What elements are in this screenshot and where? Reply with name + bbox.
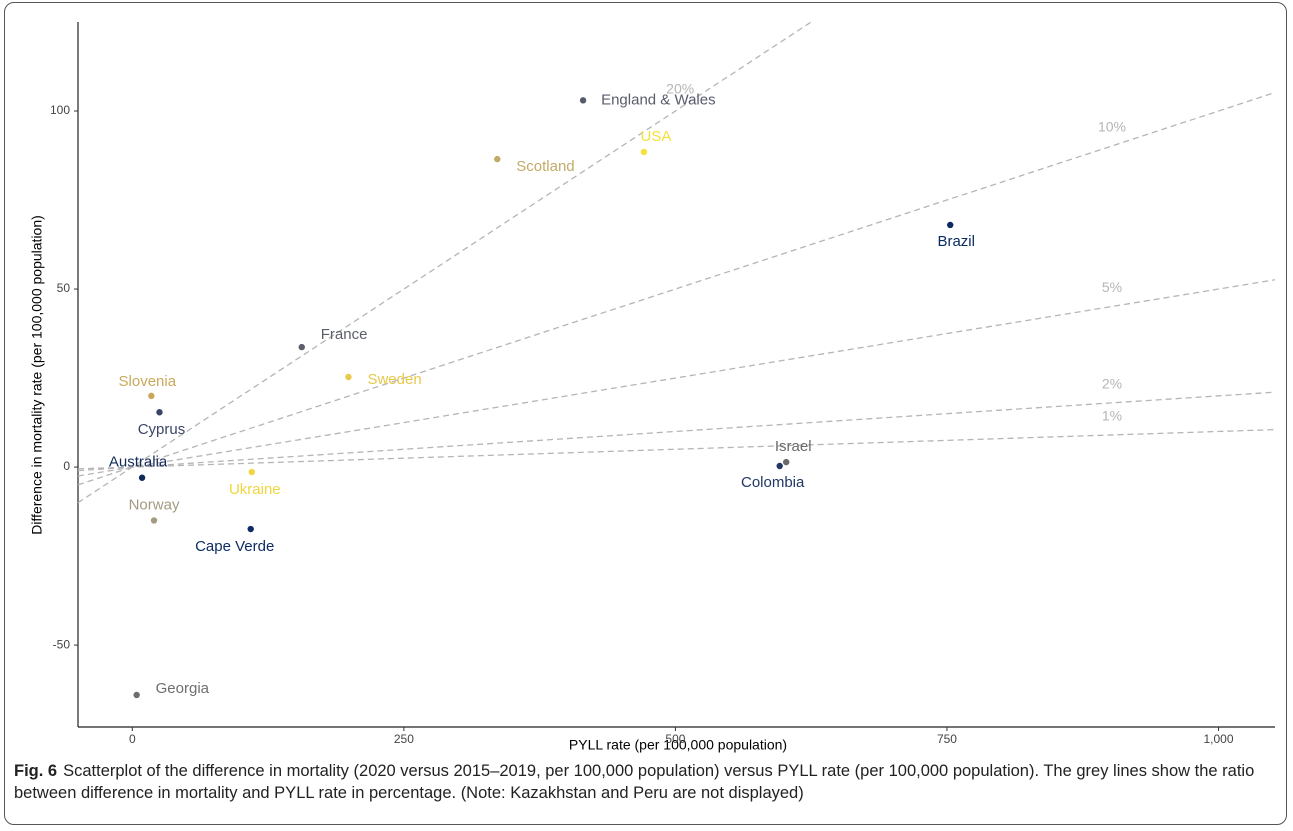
ratio-line (77, 428, 1276, 470)
point (345, 373, 352, 381)
ratio-line (77, 91, 1276, 486)
point-label: Ukraine (229, 481, 281, 498)
point-label: Australia (109, 454, 168, 471)
point (494, 155, 501, 163)
point (579, 97, 587, 104)
x-axis-title: PYLL rate (per 100,000 population) (569, 737, 787, 753)
point (148, 392, 155, 400)
point-label: Israel (775, 438, 812, 455)
point-label: Colombia (741, 474, 805, 491)
y-tick-label: 100 (50, 103, 70, 117)
point-label: Cape Verde (195, 538, 274, 555)
point-label: England & Wales (601, 91, 716, 108)
point-label: Slovenia (119, 373, 177, 390)
chart: PYLL rate (per 100,000 population) Diffe… (29, 21, 1276, 753)
ratio-line (77, 21, 812, 504)
y-tick-label: -50 (53, 637, 71, 651)
y-axis-title: Difference in mortality rate (per 100,00… (29, 215, 45, 535)
x-tick-label: 750 (937, 732, 957, 746)
ratio-label: 1% (1102, 408, 1122, 424)
point-label: Cyprus (138, 421, 186, 438)
caption-label: Fig. 6 (14, 762, 58, 780)
caption: Fig. 6 Scatterplot of the difference in m… (14, 760, 1274, 804)
point-label: Sweden (367, 371, 421, 388)
point-label: France (321, 326, 368, 343)
point-label: USA (640, 128, 671, 145)
caption-text: Scatterplot of the difference in mortali… (14, 762, 1255, 802)
point-label: Brazil (937, 233, 975, 250)
y-tick-label: 0 (63, 459, 70, 473)
point (248, 468, 255, 476)
ratio-label: 20% (666, 81, 694, 97)
ratio-label: 2% (1102, 376, 1122, 392)
point (783, 458, 790, 466)
figure-frame (4, 2, 1287, 825)
point (138, 474, 146, 481)
x-tick-label: 500 (665, 732, 685, 746)
point (640, 148, 648, 156)
point (156, 409, 163, 416)
x-tick-label: 0 (129, 732, 136, 746)
x-tick-label: 250 (394, 732, 414, 746)
point (150, 517, 158, 524)
point (247, 525, 254, 533)
point (947, 221, 954, 229)
point-label: Scotland (516, 158, 574, 175)
ratio-label: 10% (1098, 119, 1126, 135)
point (776, 462, 783, 470)
x-tick-label: 1,000 (1204, 732, 1234, 746)
y-tick-label: 50 (57, 281, 71, 295)
ratio-line (77, 279, 1276, 477)
ratio-line (77, 391, 1276, 472)
ratio-label: 5% (1102, 279, 1122, 295)
point-label: Norway (129, 496, 180, 513)
point-label: Georgia (156, 680, 210, 697)
point (133, 691, 140, 699)
point (298, 343, 305, 351)
